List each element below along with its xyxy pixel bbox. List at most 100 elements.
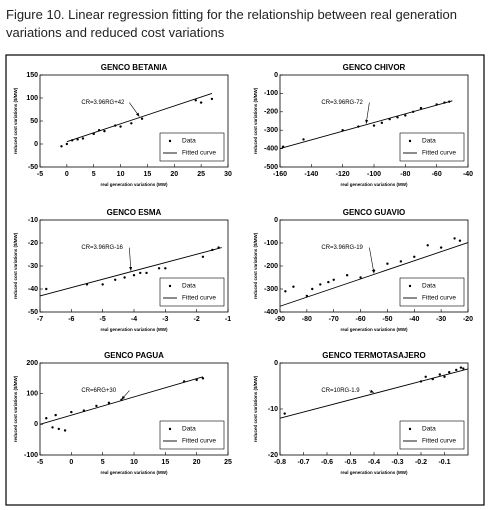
data-point — [65, 142, 69, 146]
legend-label: Data — [182, 426, 196, 433]
data-point — [399, 260, 403, 263]
data-point — [284, 290, 287, 293]
y-tick-label: -400 — [264, 309, 278, 316]
data-point — [404, 114, 407, 117]
y-tick-label: -10 — [28, 217, 38, 224]
fitted-line — [279, 100, 453, 150]
data-point — [45, 287, 48, 291]
fitted-line — [279, 368, 469, 419]
chart-title: GENCO TERMOTASAJERO — [322, 351, 425, 360]
y-tick-label: -100 — [24, 452, 38, 459]
y-tick-label: 0 — [274, 360, 278, 367]
x-tick-label: -50 — [382, 316, 392, 323]
legend-label: Data — [422, 138, 436, 145]
x-tick-label: -70 — [329, 316, 339, 323]
x-tick-label: -0.5 — [344, 459, 356, 466]
x-tick-label: 10 — [117, 171, 125, 178]
legend-marker — [168, 427, 172, 431]
x-tick-label: -0.1 — [438, 459, 450, 466]
x-tick-label: -140 — [304, 171, 318, 178]
data-point — [95, 404, 98, 408]
data-point — [448, 371, 451, 374]
chart-title: GENCO GUAVIO — [343, 208, 406, 217]
y-tick-label: 100 — [26, 95, 38, 102]
x-tick-label: -100 — [367, 171, 381, 178]
y-tick-label: 0 — [274, 217, 278, 224]
x-tick-label: 5 — [92, 171, 96, 178]
x-tick-label: -60 — [356, 316, 366, 323]
x-tick-label: -6 — [68, 316, 74, 323]
annotation: CR=3.96RG+42 — [81, 100, 125, 106]
data-point — [45, 417, 48, 420]
data-point — [426, 244, 429, 247]
data-point — [462, 367, 465, 370]
data-point — [60, 145, 63, 148]
legend-label: Data — [182, 283, 196, 290]
x-axis-label: real generation variations (MW) — [340, 470, 408, 475]
annotation-arrow — [369, 247, 375, 274]
data-point — [157, 267, 161, 270]
x-axis-label: real generation variations (MW) — [340, 182, 408, 187]
x-tick-label: -7 — [37, 316, 43, 323]
data-point — [327, 280, 330, 284]
arrow-head — [129, 266, 133, 271]
annotation: CR=3.96RG-72 — [321, 100, 363, 106]
legend-marker — [168, 284, 172, 288]
data-point — [458, 239, 462, 242]
y-tick-label: 0 — [274, 72, 278, 79]
legend-box — [159, 420, 225, 450]
x-axis-label: real generation variations (MW) — [100, 182, 168, 187]
y-tick-label: -10 — [268, 406, 278, 413]
data-point — [332, 278, 335, 281]
data-point — [372, 124, 376, 127]
x-tick-label: -5 — [37, 459, 43, 466]
y-tick-label: -20 — [28, 240, 38, 247]
annotation: CR=10RG-1.9 — [321, 388, 360, 394]
x-tick-label: -5 — [100, 316, 106, 323]
data-point — [419, 106, 423, 110]
x-tick-label: 20 — [193, 459, 201, 466]
y-tick-label: -500 — [264, 164, 278, 171]
data-point — [194, 99, 197, 102]
x-tick-label: 20 — [170, 171, 178, 178]
legend-label: Fitted curve — [422, 150, 456, 157]
x-tick-label: -0.2 — [415, 459, 427, 466]
data-point — [54, 413, 57, 417]
legend-box — [159, 277, 225, 307]
x-tick-label: -0.7 — [297, 459, 309, 466]
data-point — [311, 287, 314, 291]
y-axis-label: reduced cost variations ($/MW) — [13, 87, 18, 154]
x-tick-label: -60 — [432, 171, 442, 178]
data-point — [51, 426, 54, 429]
x-tick-label: -90 — [275, 316, 285, 323]
x-tick-label: 0 — [69, 459, 73, 466]
x-tick-label: 10 — [130, 459, 138, 466]
y-axis-label: reduced cost variations ($/MW) — [253, 87, 258, 154]
data-point — [199, 101, 203, 104]
data-point — [164, 267, 167, 270]
y-tick-label: -400 — [264, 145, 278, 152]
data-point — [123, 276, 126, 279]
y-tick-label: -300 — [264, 286, 278, 293]
y-axis-label: reduced cost variations ($/MW) — [13, 232, 18, 299]
y-tick-label: 200 — [26, 360, 38, 367]
chart-title: GENCO ESMA — [107, 208, 162, 217]
x-tick-label: -0.3 — [391, 459, 403, 466]
chart-title: GENCO CHIVOR — [343, 63, 406, 72]
chart-title: GENCO BETANIA — [101, 63, 168, 72]
data-point — [201, 255, 205, 258]
legend-box — [399, 420, 465, 450]
data-point — [210, 97, 214, 101]
x-tick-label: -40 — [463, 171, 473, 178]
x-tick-label: -5 — [37, 171, 43, 178]
x-tick-label: -0.6 — [321, 459, 333, 466]
arrow-head — [371, 269, 375, 274]
data-point — [396, 116, 399, 119]
legend-label: Fitted curve — [422, 438, 456, 445]
legend-marker — [408, 427, 412, 431]
legend-marker — [408, 139, 412, 143]
arrow-head — [365, 119, 369, 124]
x-tick-label: 30 — [224, 171, 232, 178]
x-tick-label: -160 — [273, 171, 287, 178]
y-tick-label: -200 — [264, 109, 278, 116]
